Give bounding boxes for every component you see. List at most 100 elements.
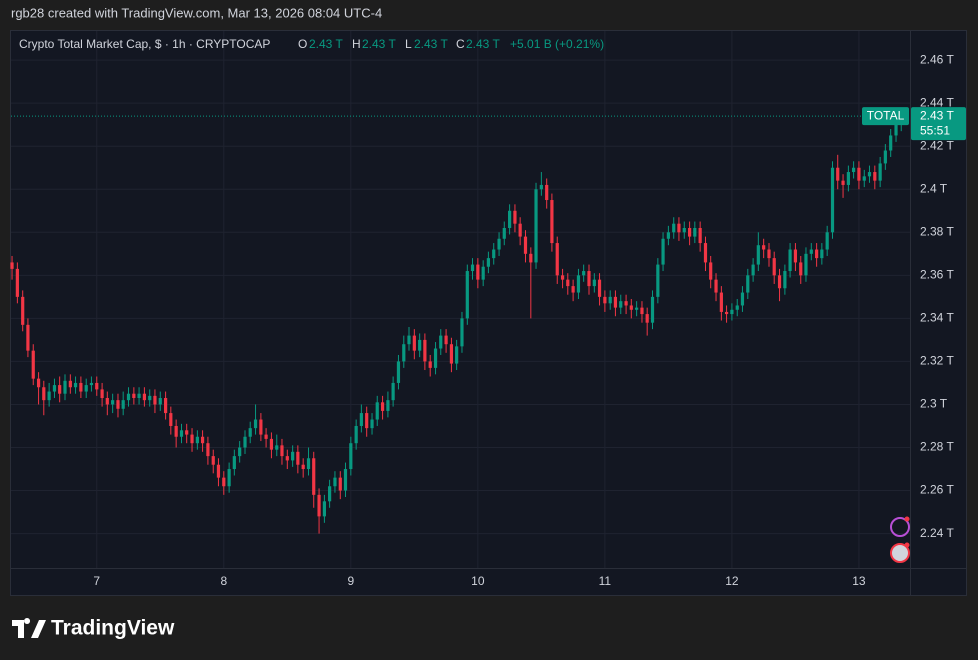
candle-body: [724, 311, 729, 315]
x-tick-label: 10: [471, 574, 485, 588]
candle-body: [777, 275, 782, 289]
candle-body: [333, 477, 337, 487]
candle-body: [396, 361, 401, 383]
event-dot: [904, 516, 910, 522]
candle-body: [174, 425, 178, 437]
candle-body: [846, 172, 850, 185]
y-tick-label: 2.34 T: [920, 311, 954, 325]
candle-body: [878, 163, 882, 181]
candle-body: [836, 167, 840, 181]
candle-body: [672, 223, 676, 233]
candle-body: [126, 393, 131, 401]
candle-body: [164, 398, 168, 414]
logo-mark: [12, 618, 46, 638]
candle-body: [132, 393, 136, 399]
candle-body: [312, 458, 316, 495]
candle-body: [423, 339, 427, 362]
candle-body: [582, 271, 586, 276]
candle-body: [433, 348, 438, 368]
candle-body: [269, 438, 274, 450]
candle-body: [613, 296, 618, 308]
candle-body: [841, 180, 845, 185]
candle-body: [36, 378, 41, 388]
candle-body: [518, 223, 522, 237]
candle-body: [508, 210, 512, 228]
candle-body: [560, 275, 565, 280]
candle-body: [121, 400, 125, 409]
candle-body: [809, 249, 813, 254]
candle-body: [709, 262, 713, 280]
candle-body: [666, 232, 670, 239]
candle-body: [68, 380, 72, 388]
candle-body: [185, 430, 189, 435]
candle-body: [95, 382, 99, 390]
candle-body: [571, 286, 575, 293]
price-label-box: [911, 107, 966, 141]
candle-body: [523, 236, 528, 254]
candle-body: [375, 402, 379, 420]
candle-body: [772, 258, 776, 276]
candle-body: [756, 245, 760, 265]
candle-body: [470, 264, 475, 272]
candle-body: [656, 264, 660, 297]
candle-body: [555, 243, 559, 276]
candle-body: [603, 296, 607, 304]
plot-area: 2.24 T 2.26 T 2.28 T 2.3 T 2.32 T 2.34 T 2.36 …: [10, 31, 966, 588]
candle-body: [460, 318, 464, 347]
legend-title: Crypto Total Market Cap, $ · 1h · CRYPTO…: [19, 37, 270, 51]
candle-body: [31, 350, 35, 379]
candle-body: [58, 385, 62, 394]
legend-value: 2.43 T: [414, 37, 448, 51]
candle-body: [259, 419, 263, 435]
candle-body: [608, 296, 612, 304]
y-tick-label: 2.46 T: [920, 52, 954, 66]
candle-body: [211, 456, 215, 465]
candle-body: [343, 469, 348, 491]
candle-body: [47, 391, 51, 401]
x-tick-label: 13: [852, 574, 866, 588]
candle-body: [883, 150, 887, 164]
candle-body: [492, 249, 496, 259]
candle-body: [222, 477, 226, 487]
candle-body: [762, 245, 766, 250]
candle-body: [322, 501, 326, 517]
y-tick-label: 2.42 T: [920, 138, 954, 152]
candle-body: [243, 436, 247, 448]
candle-body: [73, 382, 78, 388]
candle-body: [894, 124, 898, 136]
legend-key: O: [298, 37, 307, 51]
legend-key: C: [456, 37, 465, 51]
candle-body: [148, 395, 152, 401]
y-tick-label: 2.38 T: [920, 224, 954, 238]
logo: [12, 618, 46, 638]
candle-body: [275, 445, 279, 450]
candle-body: [592, 279, 596, 287]
candle-body: [635, 307, 639, 310]
candle-body: [645, 314, 649, 323]
candle-body: [190, 434, 194, 444]
event-icons: [890, 516, 910, 563]
y-tick-label: 2.3 T: [920, 397, 948, 411]
candle-body: [767, 249, 771, 259]
legend-key: L: [405, 37, 412, 51]
candle-body: [534, 189, 538, 263]
candle-body: [248, 428, 252, 437]
candle-body: [862, 176, 866, 181]
x-tick-label: 12: [725, 574, 739, 588]
candle-body: [317, 494, 321, 517]
candle-body: [640, 307, 644, 315]
candle-body: [889, 135, 893, 151]
candle-body: [328, 486, 332, 502]
candle-body: [359, 413, 363, 426]
legend-change: +5.01 B (+0.21%): [510, 37, 604, 51]
candle-body: [783, 271, 787, 289]
candle-body: [79, 382, 83, 392]
candle-body: [576, 275, 581, 293]
legend-value: 2.43 T: [362, 37, 396, 51]
candle-body: [751, 264, 755, 276]
price-label: 2.43 T: [920, 108, 954, 122]
candle-body: [52, 385, 57, 392]
event-icon: [890, 517, 910, 537]
candle-body: [693, 227, 697, 237]
